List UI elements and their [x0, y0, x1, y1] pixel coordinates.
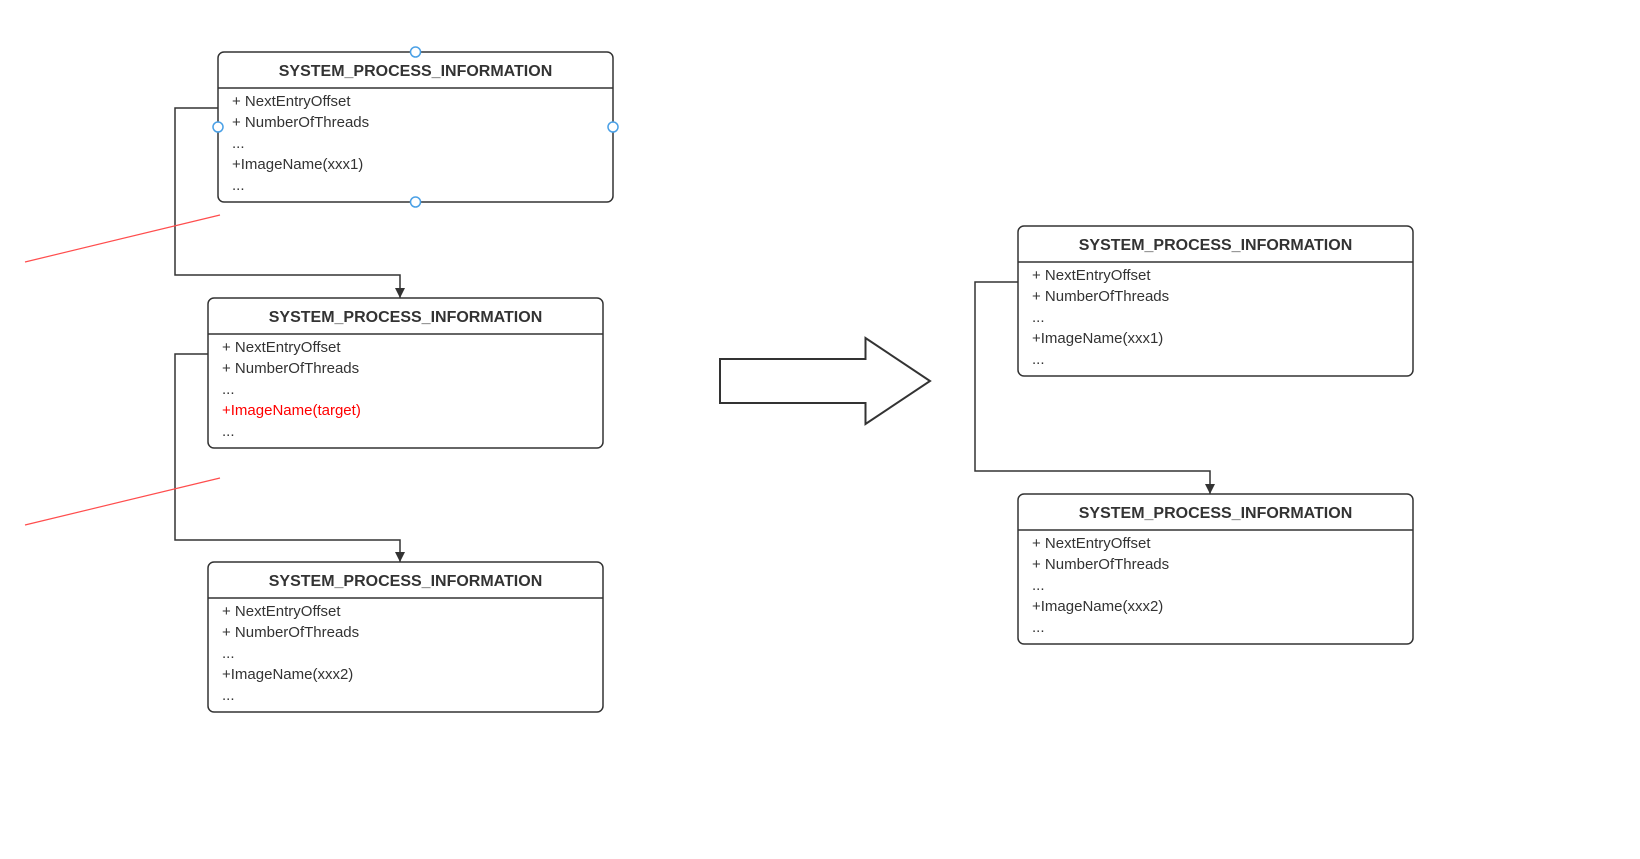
transform-arrow	[720, 338, 930, 424]
selection-handle[interactable]	[213, 122, 223, 132]
box-field: +ImageName(xxx2)	[222, 666, 353, 683]
box-field: + NextEntryOffset	[222, 339, 341, 356]
box-field: ...	[222, 645, 235, 662]
box-field: +ImageName(target)	[222, 402, 361, 419]
box-title: SYSTEM_PROCESS_INFORMATION	[269, 573, 543, 590]
box-field: ...	[222, 687, 235, 704]
left-struct-box-0: SYSTEM_PROCESS_INFORMATION + NextEntryOff…	[213, 47, 618, 207]
box-field: + NextEntryOffset	[1032, 535, 1151, 552]
box-field: + NumberOfThreads	[1032, 556, 1169, 573]
box-field: + NextEntryOffset	[1032, 267, 1151, 284]
box-title: SYSTEM_PROCESS_INFORMATION	[1079, 505, 1353, 522]
box-field: +ImageName(xxx1)	[232, 156, 363, 173]
box-field: + NumberOfThreads	[1032, 288, 1169, 305]
red-annotation-stroke	[25, 215, 220, 262]
box-field: +ImageName(xxx2)	[1032, 598, 1163, 615]
box-field: ...	[222, 381, 235, 398]
left-struct-box-2: SYSTEM_PROCESS_INFORMATION + NextEntryOff…	[208, 562, 603, 712]
box-field: ...	[1032, 577, 1045, 594]
red-annotation-stroke	[25, 478, 220, 525]
selection-handle[interactable]	[608, 122, 618, 132]
box-field: ...	[232, 135, 245, 152]
box-title: SYSTEM_PROCESS_INFORMATION	[1079, 237, 1353, 254]
box-field: + NumberOfThreads	[222, 624, 359, 641]
left-struct-box-1: SYSTEM_PROCESS_INFORMATION + NextEntryOff…	[208, 298, 603, 448]
box-field: + NextEntryOffset	[222, 603, 341, 620]
box-title: SYSTEM_PROCESS_INFORMATION	[269, 309, 543, 326]
box-field: ...	[1032, 351, 1045, 368]
box-field: + NumberOfThreads	[222, 360, 359, 377]
right-struct-box-0: SYSTEM_PROCESS_INFORMATION + NextEntryOff…	[1018, 226, 1413, 376]
box-field: + NextEntryOffset	[232, 93, 351, 110]
right-struct-box-1: SYSTEM_PROCESS_INFORMATION + NextEntryOff…	[1018, 494, 1413, 644]
box-field: ...	[1032, 619, 1045, 636]
box-field: + NumberOfThreads	[232, 114, 369, 131]
box-title: SYSTEM_PROCESS_INFORMATION	[279, 63, 553, 80]
box-field: ...	[232, 177, 245, 194]
box-field: +ImageName(xxx1)	[1032, 330, 1163, 347]
selection-handle[interactable]	[411, 47, 421, 57]
diagram-canvas: SYSTEM_PROCESS_INFORMATION + NextEntryOff…	[0, 0, 1640, 859]
selection-handle[interactable]	[411, 197, 421, 207]
box-field: ...	[1032, 309, 1045, 326]
box-field: ...	[222, 423, 235, 440]
